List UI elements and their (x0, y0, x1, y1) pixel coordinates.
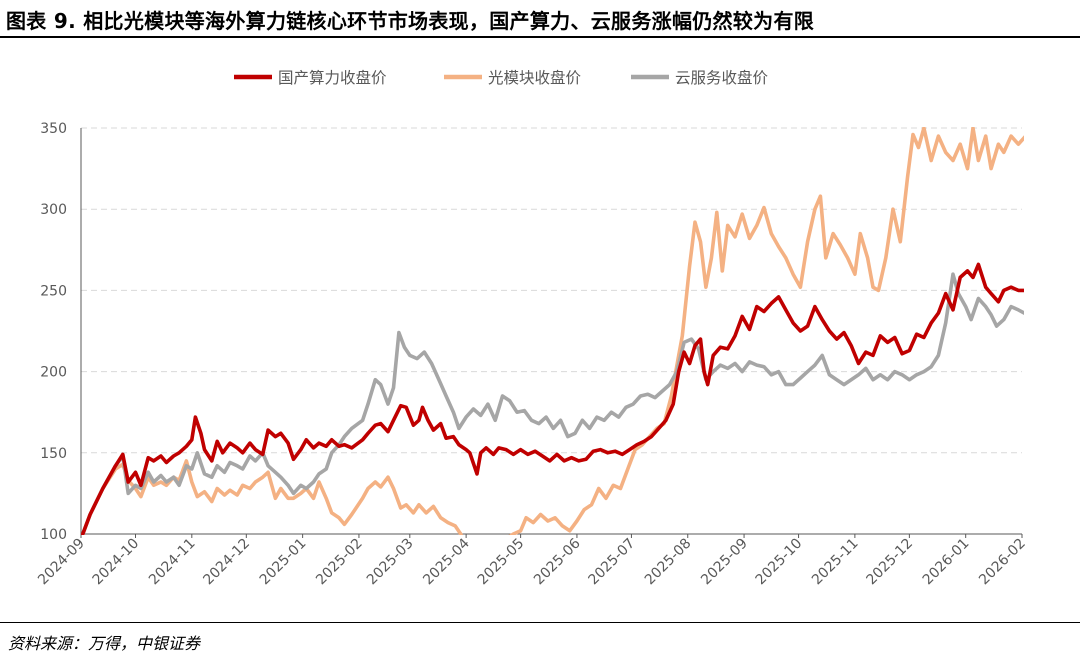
legend: 国产算力收盘价 光模块收盘价 云服务收盘价 (234, 68, 769, 87)
series-line-cloud-service (81, 272, 1024, 535)
y-tick-label: 350 (40, 121, 67, 137)
series-lines (81, 127, 1024, 535)
x-tick-label: 2024-09 (35, 536, 88, 589)
y-tick-label: 100 (40, 527, 67, 543)
x-tick-label: 2025-10 (753, 536, 806, 589)
y-tick-label: 200 (40, 365, 67, 381)
y-tick-label: 300 (40, 202, 67, 218)
series-line-domestic-compute (81, 262, 1024, 535)
series-line-optical-module (81, 127, 1024, 535)
title-rule (0, 36, 1080, 38)
legend-label: 光模块收盘价 (488, 68, 582, 87)
x-tick-label: 2024-11 (146, 536, 199, 589)
x-tick-label: 2025-06 (531, 535, 584, 588)
x-tick-label: 2026-02 (976, 536, 1029, 589)
x-tick-label: 2024-10 (90, 536, 143, 589)
x-tick-label: 2025-11 (809, 536, 862, 589)
x-tick-label: 2025-01 (257, 536, 310, 589)
x-tick-label: 2025-02 (313, 536, 366, 589)
x-tick-label: 2024-12 (200, 536, 253, 589)
source-note: 资料来源：万得，中银证券 (8, 634, 201, 653)
legend-label: 云服务收盘价 (675, 68, 769, 87)
x-tick-label: 2025-04 (420, 535, 473, 588)
y-tick-label: 150 (40, 446, 67, 462)
y-tick-label: 250 (40, 283, 67, 299)
x-tick-label: 2025-09 (698, 536, 751, 589)
source-rule (0, 622, 1080, 623)
legend-label: 国产算力收盘价 (278, 68, 387, 87)
x-tick-label: 2025-07 (586, 536, 639, 589)
gridlines (81, 127, 1022, 454)
x-tick-label: 2026-01 (920, 536, 973, 589)
x-tick-label: 2025-08 (642, 536, 695, 589)
x-tick-label: 2025-12 (864, 536, 917, 589)
x-tick-label: 2025-03 (364, 536, 417, 589)
x-tick-label: 2025-05 (475, 536, 528, 589)
figure-title: 图表 9. 相比光模块等海外算力链核心环节市场表现，国产算力、云服务涨幅仍然较为… (6, 9, 815, 33)
